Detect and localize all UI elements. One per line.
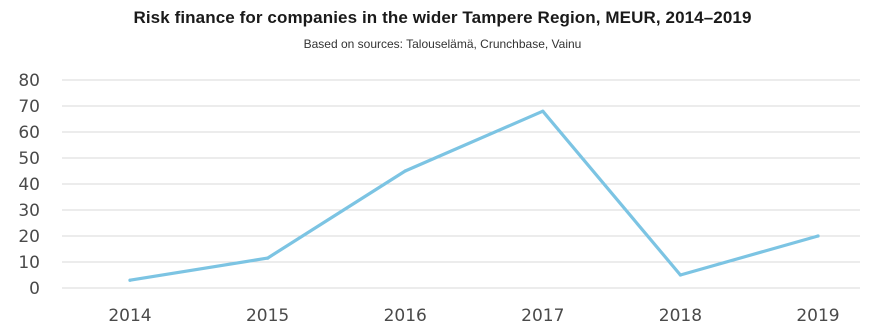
data-point-2018 xyxy=(678,273,683,277)
series-line xyxy=(128,109,820,282)
x-tick-label: 2018 xyxy=(659,306,702,326)
y-axis-ticks: 0 10 20 30 40 50 60 70 80 xyxy=(18,71,40,299)
y-tick-label: 40 xyxy=(18,175,40,195)
x-tick-label: 2015 xyxy=(246,306,289,326)
data-point-2015 xyxy=(266,256,270,260)
y-tick-label: 70 xyxy=(18,97,40,117)
chart-subtitle: Based on sources: Talouselämä, Crunchbas… xyxy=(303,37,582,51)
data-point-2016 xyxy=(403,169,407,173)
x-tick-label: 2016 xyxy=(384,306,427,326)
y-tick-label: 60 xyxy=(18,123,40,143)
series-lines xyxy=(128,109,820,282)
data-point-2017 xyxy=(541,109,545,113)
y-tick-label: 0 xyxy=(29,279,40,299)
x-tick-label: 2014 xyxy=(108,306,151,326)
data-point-2019 xyxy=(816,234,820,238)
y-tick-label: 50 xyxy=(18,149,40,169)
y-tick-label: 20 xyxy=(18,227,40,247)
y-tick-label: 30 xyxy=(18,201,40,221)
chart-title: Risk finance for companies in the wider … xyxy=(133,8,752,27)
y-tick-label: 80 xyxy=(18,71,40,91)
x-tick-label: 2019 xyxy=(796,306,839,326)
data-point-2014 xyxy=(128,278,132,282)
x-tick-label: 2017 xyxy=(521,306,564,326)
x-axis-ticks: 2014 2015 2016 2017 2018 2019 xyxy=(108,306,839,326)
y-tick-label: 10 xyxy=(18,253,40,273)
